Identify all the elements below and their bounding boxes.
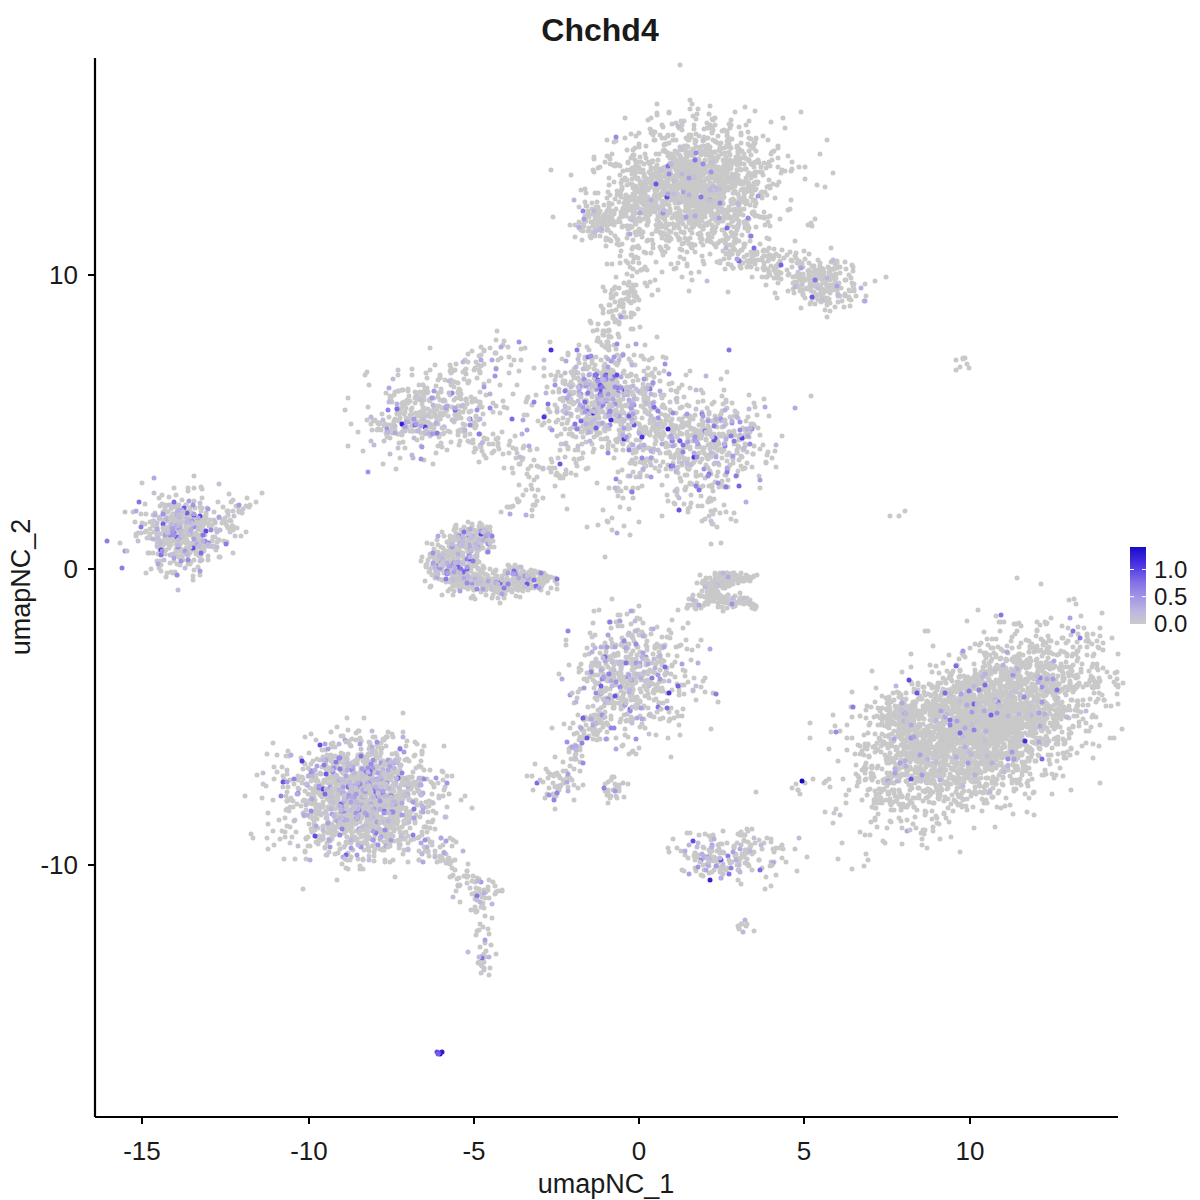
svg-text:-5: -5 <box>462 1136 485 1166</box>
svg-text:0: 0 <box>632 1136 646 1166</box>
svg-text:10: 10 <box>49 260 78 290</box>
svg-text:0.5: 0.5 <box>1154 583 1187 610</box>
svg-text:umapNC_1: umapNC_1 <box>538 1169 675 1199</box>
svg-text:10: 10 <box>956 1136 985 1166</box>
svg-text:5: 5 <box>797 1136 811 1166</box>
svg-text:0: 0 <box>64 554 78 584</box>
svg-text:umapNC_2: umapNC_2 <box>6 519 36 656</box>
svg-text:-15: -15 <box>123 1136 161 1166</box>
svg-text:0.0: 0.0 <box>1154 610 1187 637</box>
svg-text:-10: -10 <box>40 850 78 880</box>
svg-text:1.0: 1.0 <box>1154 556 1187 583</box>
svg-text:-10: -10 <box>290 1136 328 1166</box>
